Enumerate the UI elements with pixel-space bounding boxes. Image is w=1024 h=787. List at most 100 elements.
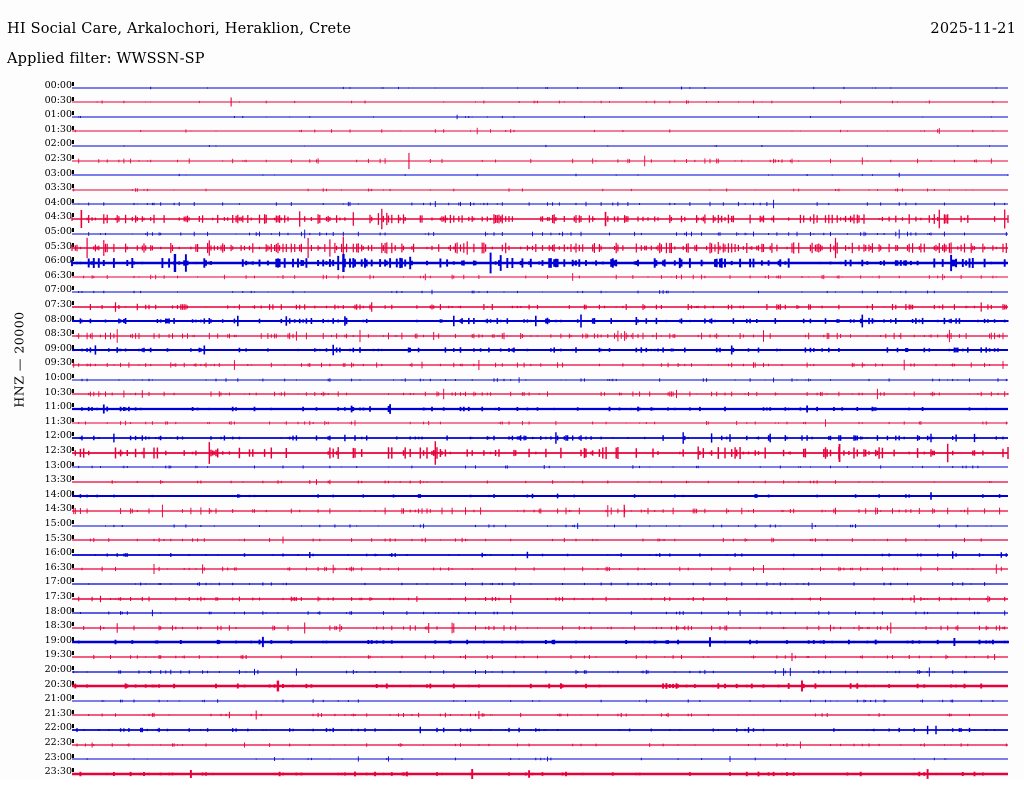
row-time-label: 00:30 xyxy=(44,94,72,106)
trace-line xyxy=(72,122,1008,137)
seismogram-row: 21:00 xyxy=(0,691,1024,706)
trace-line xyxy=(72,341,1008,356)
row-time-label: 12:00 xyxy=(44,430,72,442)
trace-line xyxy=(72,618,1008,634)
row-time-label: 10:30 xyxy=(44,386,72,398)
axis-tick xyxy=(72,184,74,189)
row-time-label: 17:30 xyxy=(44,591,72,602)
axis-tick xyxy=(72,724,74,729)
seismogram-row: 12:30 xyxy=(0,440,1024,465)
row-time-label: 15:00 xyxy=(44,518,72,529)
row-time-label: 20:00 xyxy=(44,664,72,675)
trace-line xyxy=(72,531,1008,546)
axis-tick xyxy=(72,753,74,758)
seismogram-row: 03:30 xyxy=(0,180,1024,195)
trace-line xyxy=(72,78,1008,93)
axis-tick xyxy=(72,651,74,656)
seismogram-row: 11:30 xyxy=(0,414,1024,429)
seismogram-row: 16:30 xyxy=(0,560,1024,575)
seismogram-row: 13:00 xyxy=(0,458,1024,473)
trace-line xyxy=(72,151,1008,169)
axis-tick xyxy=(72,257,74,262)
row-time-label: 05:00 xyxy=(44,226,72,237)
axis-tick xyxy=(72,169,74,174)
trace-line xyxy=(72,604,1008,619)
axis-tick xyxy=(72,666,74,670)
axis-tick xyxy=(72,622,74,627)
seismogram-row: 09:00 xyxy=(0,341,1024,356)
row-time-label: 21:30 xyxy=(44,707,72,719)
axis-tick xyxy=(72,344,74,349)
seismogram-row: 04:00 xyxy=(0,195,1024,210)
seismogram-row: 17:30 xyxy=(0,589,1024,604)
row-time-label: 02:30 xyxy=(44,153,72,164)
axis-tick xyxy=(72,286,74,291)
seismogram-row: 08:00 xyxy=(0,312,1024,328)
row-time-label: 23:30 xyxy=(44,766,72,778)
axis-tick xyxy=(72,520,74,524)
axis-tick xyxy=(72,739,74,743)
seismogram-row: 03:00 xyxy=(0,166,1024,181)
row-time-label: 22:00 xyxy=(44,722,72,734)
trace-line xyxy=(72,326,1008,343)
trace-line xyxy=(72,282,1008,297)
trace-line xyxy=(72,268,1008,283)
axis-tick xyxy=(72,549,74,554)
trace-line xyxy=(72,370,1008,385)
record-date: 2025-11-21 xyxy=(930,21,1016,37)
trace-line xyxy=(72,647,1008,662)
row-time-label: 19:00 xyxy=(44,634,72,646)
axis-tick xyxy=(72,301,74,305)
row-time-label: 16:30 xyxy=(44,561,72,573)
seismogram-row: 18:30 xyxy=(0,618,1024,634)
seismogram-row: 21:30 xyxy=(0,706,1024,721)
row-time-label: 14:30 xyxy=(44,503,72,515)
row-time-label: 06:00 xyxy=(44,255,72,267)
seismogram-row: 04:30 xyxy=(0,208,1024,230)
axis-tick xyxy=(72,461,74,466)
axis-tick xyxy=(72,432,74,437)
trace-line xyxy=(72,440,1009,465)
axis-tick xyxy=(72,607,74,612)
seismogram-plot: 00:00 00:30 01:00 01:30 02:00 02:30 03:00 03:30… xyxy=(0,78,1024,779)
seismogram-row: 11:00 xyxy=(0,399,1024,414)
axis-tick xyxy=(72,709,74,714)
trace-line xyxy=(72,560,1008,575)
trace-line xyxy=(72,720,1008,735)
row-time-label: 08:00 xyxy=(44,313,72,325)
trace-line xyxy=(72,107,1008,122)
trace-line xyxy=(72,166,1009,181)
axis-tick xyxy=(72,417,74,422)
row-time-label: 07:30 xyxy=(44,299,72,310)
row-time-label: 13:30 xyxy=(44,474,72,486)
row-time-label: 03:30 xyxy=(44,182,72,194)
seismogram-row: 05:30 xyxy=(0,236,1024,260)
axis-tick xyxy=(72,578,74,583)
seismogram-row: 09:30 xyxy=(0,355,1024,371)
seismogram-row: 06:30 xyxy=(0,268,1024,283)
seismogram-row: 22:30 xyxy=(0,735,1024,750)
trace-line xyxy=(72,297,1008,312)
row-time-label: 02:00 xyxy=(44,138,72,150)
trace-line xyxy=(71,208,1009,230)
trace-line xyxy=(72,662,1008,677)
axis-tick xyxy=(72,96,74,101)
row-time-label: 04:30 xyxy=(44,211,72,223)
trace-line xyxy=(72,677,1008,692)
axis-tick xyxy=(72,125,74,130)
axis-tick xyxy=(72,213,74,218)
row-time-label: 06:30 xyxy=(44,269,72,281)
row-time-label: 22:30 xyxy=(44,737,72,748)
trace-line xyxy=(72,472,1008,487)
seismogram-row: 13:30 xyxy=(0,472,1024,487)
seismogram-row: 05:00 xyxy=(0,224,1024,239)
seismogram-row: 00:30 xyxy=(0,93,1024,108)
row-time-label: 18:30 xyxy=(44,620,72,632)
row-time-label: 18:00 xyxy=(44,605,72,617)
axis-tick xyxy=(72,563,74,568)
trace-line xyxy=(72,355,1008,371)
trace-line xyxy=(72,385,1009,400)
trace-line xyxy=(72,399,1008,414)
seismogram-row: 10:00 xyxy=(0,370,1024,385)
seismogram-row: 14:00 xyxy=(0,487,1024,502)
